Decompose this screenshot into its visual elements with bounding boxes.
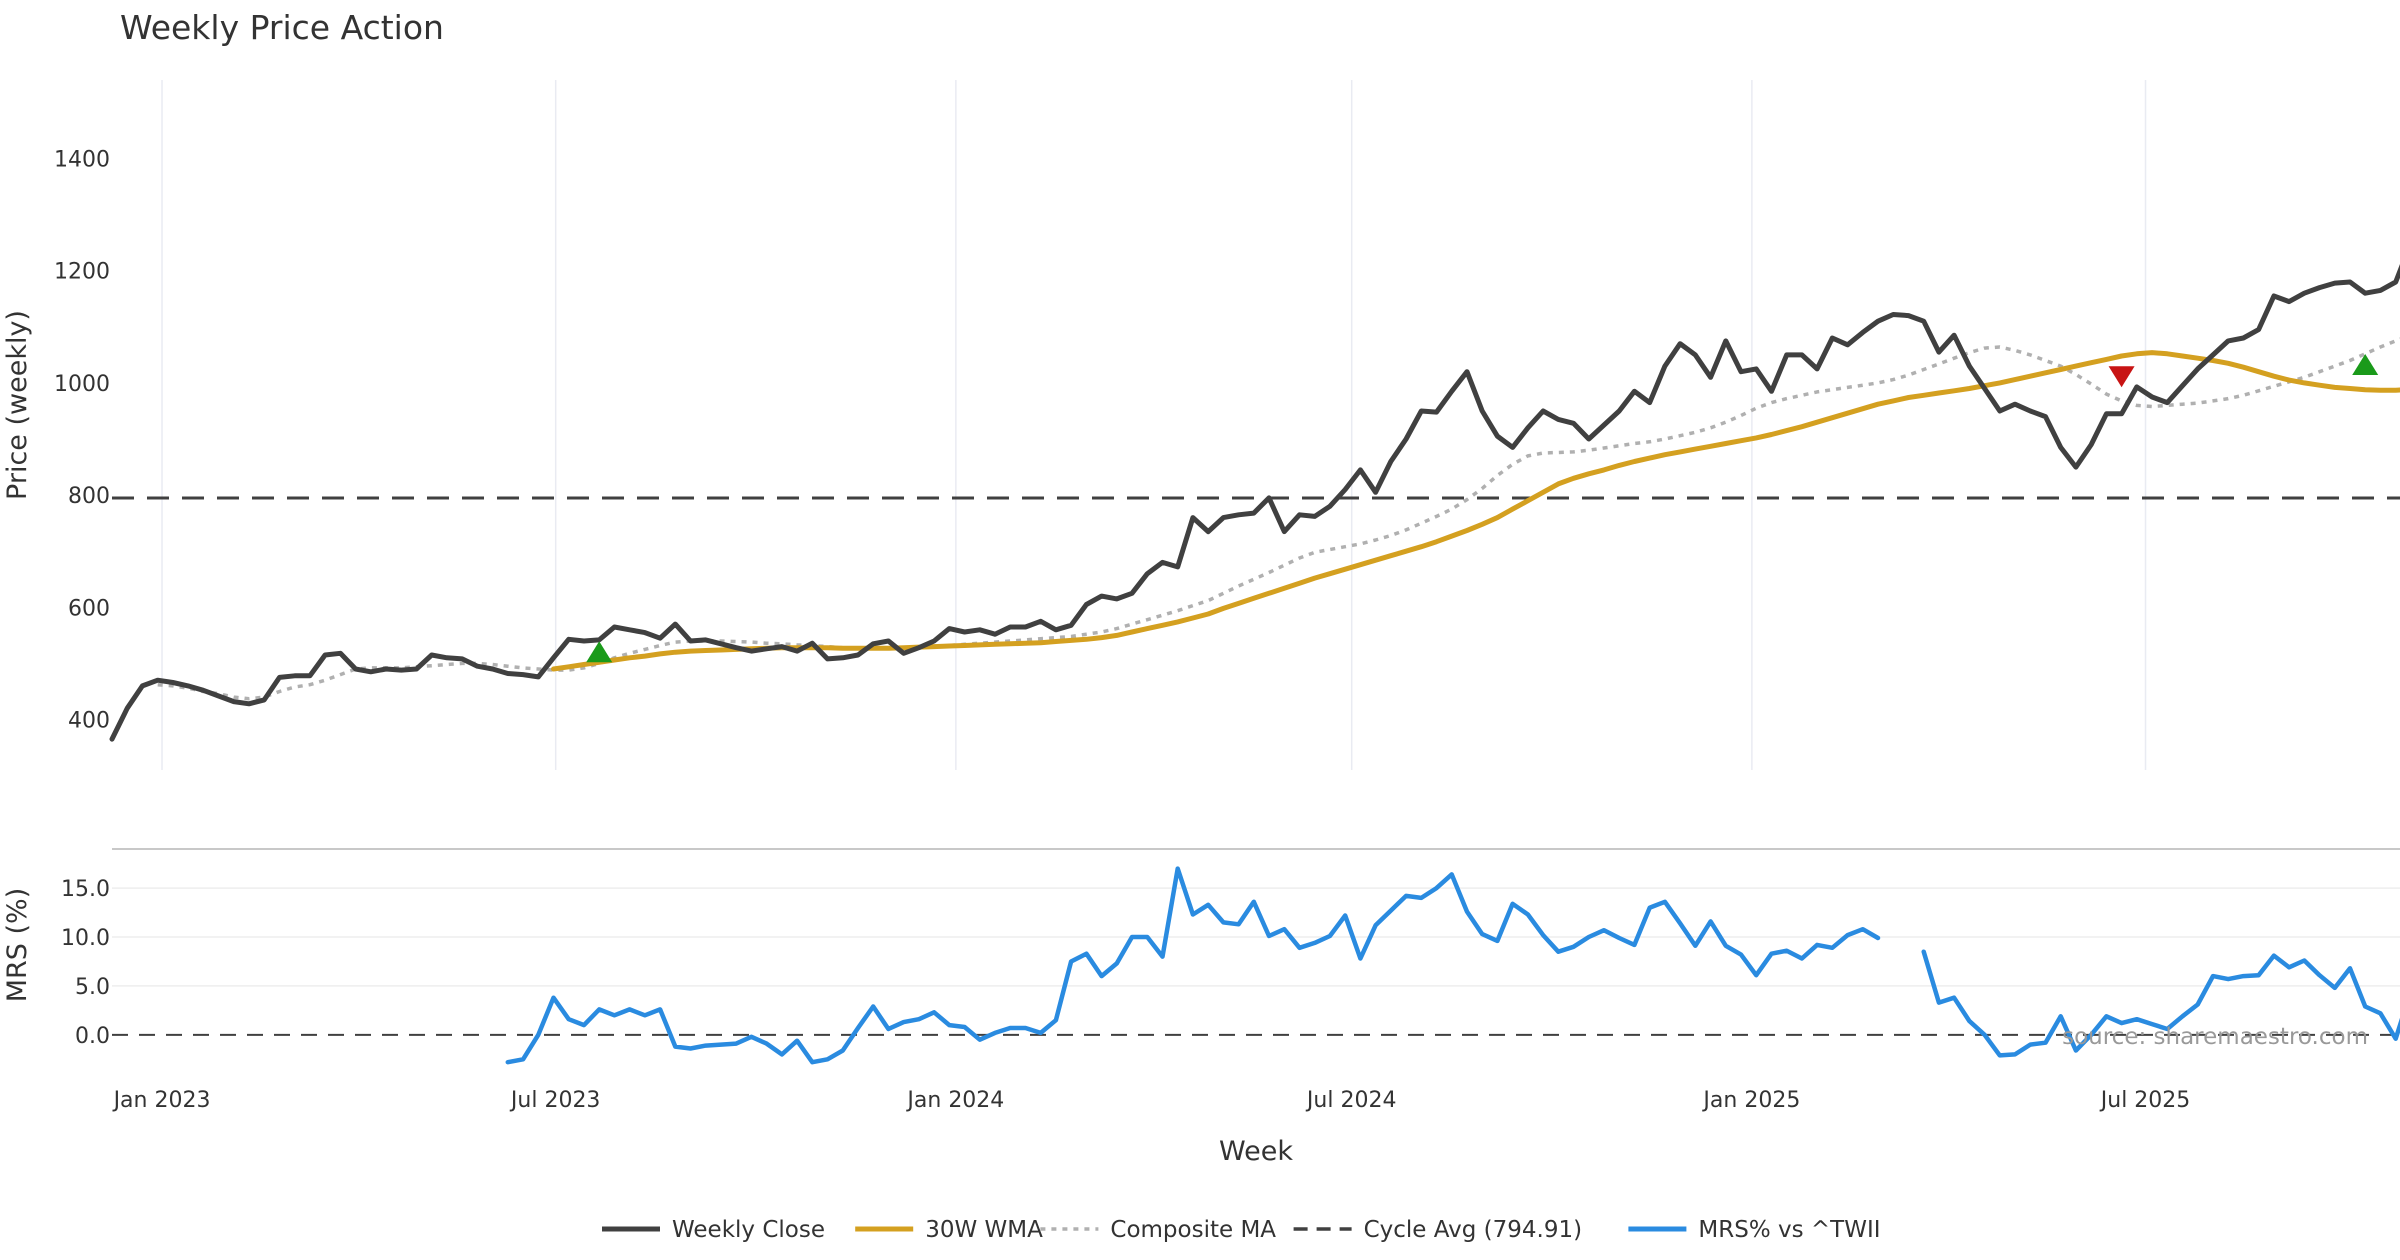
source-note: source: sharemaestro.com [2062,1024,2368,1050]
series-mrs-segment [505,866,1881,1065]
signal-markers [586,354,2379,663]
price-series-group [109,263,2400,742]
signal-down-marker [2108,366,2135,388]
mrs-grid [112,887,2400,987]
x-tick-label: Jan 2023 [112,1088,211,1113]
x-axis-title: Week [1219,1136,1293,1167]
mrs-y-tick-label: 15.0 [61,877,110,902]
mrs-y-axis-title: MRS (%) [2,888,33,1003]
legend-label: Weekly Close [672,1217,825,1243]
price-y-tick-label: 800 [68,484,110,509]
price-grid [161,80,2147,770]
x-tick-label: Jan 2024 [905,1088,1004,1113]
signal-up-marker [2352,354,2379,375]
series-composite-ma [157,337,2400,701]
legend-label: 30W WMA [925,1217,1043,1243]
x-tick-label: Jul 2025 [2099,1088,2191,1113]
mrs-y-tick-label: 10.0 [61,926,110,951]
x-tick-label: Jul 2023 [509,1088,601,1113]
chart-title: Weekly Price Action [120,8,444,47]
price-y-tick-label: 1400 [54,148,110,173]
legend-label: Cycle Avg (794.91) [1364,1217,1583,1243]
mrs-y-tick-labels: 0.0 5.0 10.0 15.0 [61,877,110,1049]
x-tick-label: Jul 2024 [1305,1088,1397,1113]
price-y-tick-labels: 400 600 800 1000 1200 1400 [54,148,110,734]
series-mrs-segment [1921,949,2400,1058]
series-weekly-close [109,263,2400,742]
x-tick-labels: Jan 2023 Jul 2023 Jan 2024 Jul 2024 Jan 2025… [112,1088,2191,1113]
signal-up-marker [586,641,613,663]
price-y-tick-label: 600 [68,596,110,621]
mrs-y-tick-label: 0.0 [75,1024,110,1049]
price-y-axis-title: Price (weekly) [2,310,33,500]
price-y-tick-label: 1200 [54,260,110,285]
x-tick-label: Jan 2025 [1701,1088,1800,1113]
price-y-tick-label: 1000 [54,372,110,397]
legend-label: MRS% vs ^TWII [1698,1217,1880,1243]
legend-label: Composite MA [1110,1217,1276,1243]
mrs-y-tick-label: 5.0 [75,975,110,1000]
mrs-series-group [505,866,2400,1065]
price-y-tick-label: 400 [68,709,110,734]
legend: Weekly Close 30W WMA Composite MA Cycle Avg… [602,1217,1881,1243]
